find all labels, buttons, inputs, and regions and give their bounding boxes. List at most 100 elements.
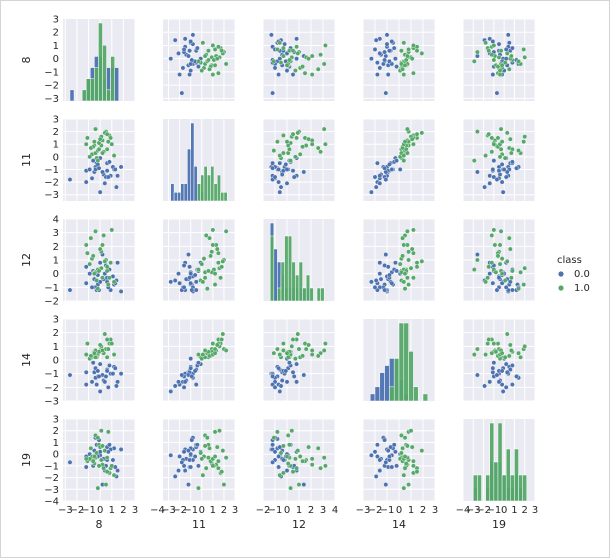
- scatter-point-1.0: [290, 131, 296, 137]
- scatter-point-0.0: [392, 449, 398, 455]
- scatter-point-0.0: [102, 379, 108, 385]
- scatter-point-0.0: [189, 373, 195, 379]
- scatter-point-1.0: [102, 448, 108, 454]
- scatter-point-0.0: [272, 65, 278, 71]
- scatter-point-0.0: [177, 454, 183, 459]
- scatter-point-1.0: [498, 126, 504, 132]
- scatter-point-1.0: [212, 429, 218, 435]
- scatter-point-1.0: [88, 353, 94, 359]
- scatter-point-0.0: [187, 275, 192, 281]
- x-tick-label: 1: [296, 505, 302, 516]
- scatter-point-0.0: [377, 180, 383, 186]
- scatter-point-0.0: [89, 175, 95, 181]
- scatter-point-1.0: [280, 443, 286, 449]
- scatter-point-0.0: [118, 371, 124, 377]
- scatter-point-1.0: [292, 456, 298, 462]
- scatter-point-0.0: [192, 368, 198, 374]
- y-tick-label: 1: [53, 342, 59, 353]
- scatter-point-1.0: [208, 253, 214, 259]
- scatter-point-1.0: [91, 139, 97, 145]
- x-tick-label: −3: [356, 505, 371, 516]
- scatter-point-1.0: [202, 275, 208, 281]
- scatter-point-0.0: [112, 167, 118, 172]
- panel-8-vs-14: [362, 18, 436, 101]
- scatter-point-0.0: [374, 72, 380, 77]
- scatter-point-1.0: [111, 153, 117, 158]
- scatter-point-1.0: [315, 353, 321, 359]
- histogram-bar-0.0: [379, 372, 385, 402]
- scatter-point-1.0: [200, 40, 206, 46]
- scatter-point-1.0: [104, 268, 110, 274]
- scatter-point-0.0: [188, 68, 194, 73]
- scatter-point-0.0: [270, 373, 275, 379]
- scatter-point-1.0: [414, 264, 420, 270]
- scatter-point-1.0: [95, 435, 101, 441]
- scatter-point-0.0: [279, 378, 285, 383]
- scatter-point-1.0: [471, 267, 477, 272]
- scatter-point-0.0: [291, 174, 297, 180]
- scatter-point-0.0: [95, 368, 101, 374]
- scatter-point-1.0: [315, 66, 321, 72]
- scatter-point-0.0: [474, 252, 480, 257]
- scatter-point-1.0: [309, 462, 315, 468]
- histogram-bar-0.0: [374, 386, 381, 402]
- histogram-bar-0.0: [273, 248, 278, 302]
- scatter-point-0.0: [115, 379, 120, 385]
- scatter-point-1.0: [474, 257, 480, 263]
- scatter-point-1.0: [489, 149, 495, 155]
- x-tick-label: −3: [58, 505, 73, 516]
- scatter-point-0.0: [385, 72, 391, 77]
- histogram-bar-1.0: [501, 474, 507, 502]
- y-axis-label-19: 19: [20, 453, 33, 467]
- scatter-point-1.0: [100, 150, 105, 156]
- scatter-point-1.0: [105, 282, 111, 287]
- scatter-point-0.0: [374, 160, 380, 166]
- scatter-point-0.0: [186, 448, 191, 454]
- scatter-point-0.0: [107, 159, 112, 165]
- scatter-point-0.0: [494, 177, 500, 182]
- scatter-point-0.0: [383, 90, 389, 96]
- panel-11-vs-12: [262, 118, 336, 201]
- scatter-point-1.0: [210, 72, 216, 77]
- scatter-point-1.0: [492, 242, 498, 248]
- scatter-point-1.0: [408, 428, 414, 434]
- scatter-point-1.0: [93, 126, 98, 132]
- scatter-point-1.0: [318, 465, 323, 471]
- scatter-point-1.0: [306, 136, 311, 142]
- scatter-point-0.0: [392, 56, 398, 62]
- x-tick-label: 2: [420, 505, 426, 516]
- scatter-point-1.0: [496, 54, 502, 60]
- scatter-point-1.0: [499, 271, 505, 277]
- x-tick-label: 2: [522, 505, 528, 516]
- histogram-bar-1.0: [398, 322, 405, 402]
- scatter-point-1.0: [489, 350, 495, 356]
- scatter-point-0.0: [272, 174, 278, 180]
- histogram-bar-1.0: [220, 192, 225, 202]
- scatter-point-0.0: [482, 383, 487, 389]
- histogram-bar-0.0: [114, 67, 119, 102]
- scatter-point-0.0: [378, 276, 384, 282]
- histogram-bar-1.0: [217, 174, 221, 202]
- x-tick-label: 1: [109, 505, 115, 516]
- scatter-point-1.0: [280, 53, 286, 59]
- scatter-point-1.0: [285, 461, 291, 466]
- scatter-point-1.0: [284, 454, 290, 459]
- legend-title: class: [557, 255, 582, 266]
- x-tick-label: −3: [161, 505, 176, 516]
- scatter-point-1.0: [495, 341, 501, 346]
- scatter-point-1.0: [290, 469, 296, 475]
- y-tick-label: −2: [44, 178, 59, 189]
- scatter-point-1.0: [406, 482, 411, 487]
- scatter-point-1.0: [203, 232, 209, 238]
- scatter-point-0.0: [294, 361, 299, 367]
- scatter-point-0.0: [168, 279, 174, 285]
- scatter-point-1.0: [401, 279, 407, 285]
- scatter-point-0.0: [386, 162, 392, 167]
- scatter-point-1.0: [219, 264, 225, 270]
- scatter-point-1.0: [410, 250, 416, 256]
- scatter-point-1.0: [516, 58, 521, 64]
- scatter-point-1.0: [309, 53, 315, 59]
- scatter-point-1.0: [217, 428, 222, 434]
- scatter-point-1.0: [402, 454, 408, 459]
- scatter-point-1.0: [297, 454, 303, 459]
